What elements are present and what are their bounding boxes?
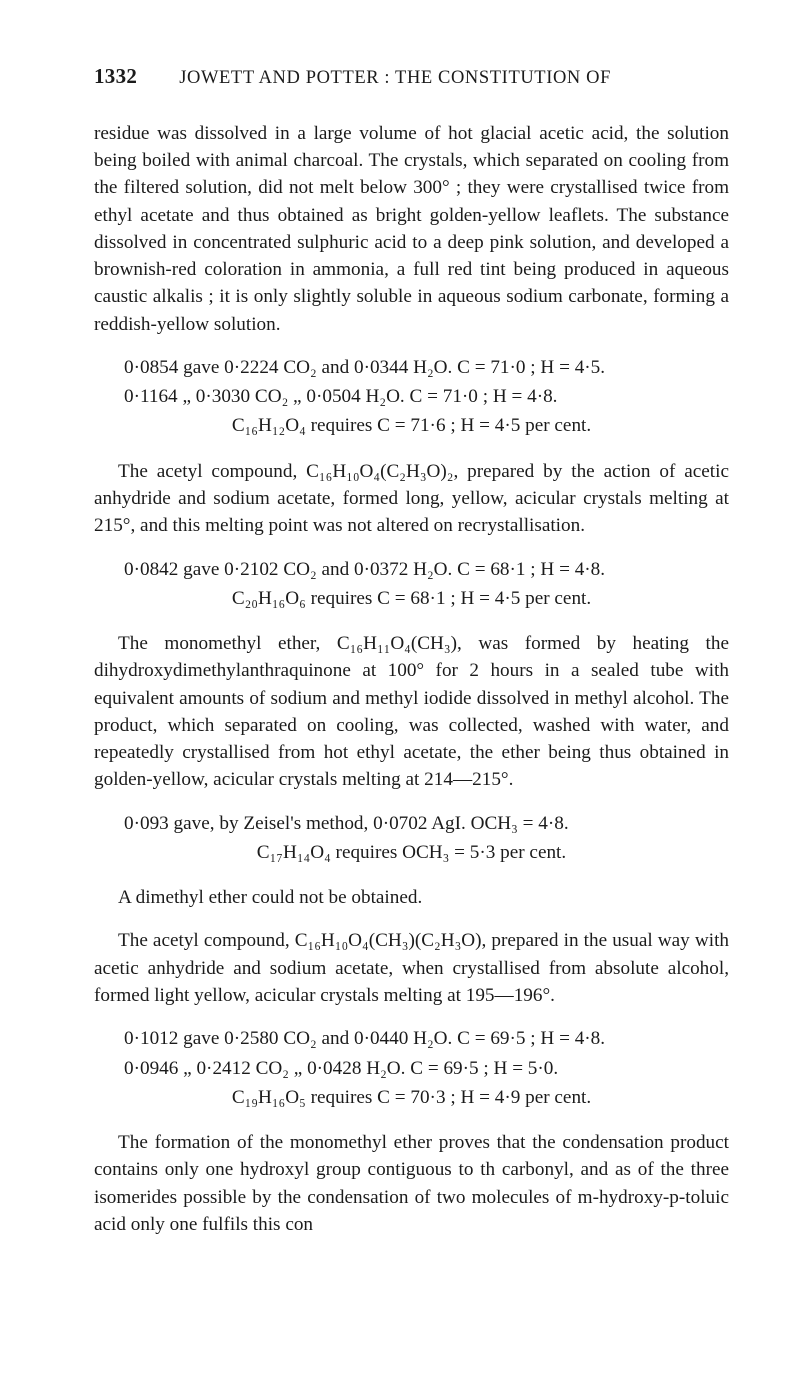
analysis-line: 0·0946 „ 0·2412 CO₂ „ 0·0428 H₂O. C = 69… [94, 1055, 729, 1082]
running-title: JOWETT AND POTTER : THE CONSTITUTION OF [179, 65, 611, 91]
paragraph-3: The monomethyl ether, C₁₆H₁₁O₄(CH₃), was… [94, 630, 729, 794]
analysis-line: C₁₇H₁₄O₄ requires OCH₃ = 5·3 per cent. [94, 839, 729, 866]
paragraph-4a: A dimethyl ether could not be obtained. [94, 884, 729, 911]
analysis-line: C₁₉H₁₆O₅ requires C = 70·3 ; H = 4·9 per… [94, 1084, 729, 1111]
page: 1332 JOWETT AND POTTER : THE CONSTITUTIO… [0, 0, 801, 1396]
analysis-line: 0·0842 gave 0·2102 CO₂ and 0·0372 H₂O. C… [94, 556, 729, 583]
page-number: 1332 [94, 62, 137, 92]
paragraph-2: The acetyl compound, C₁₆H₁₀O₄(C₂H₃O)₂, p… [94, 458, 729, 540]
analysis-block-2: 0·0842 gave 0·2102 CO₂ and 0·0372 H₂O. C… [94, 556, 729, 613]
analysis-line: 0·1012 gave 0·2580 CO₂ and 0·0440 H₂O. C… [94, 1025, 729, 1052]
paragraph-4b: The acetyl compound, C₁₆H₁₀O₄(CH₃)(C₂H₃O… [94, 927, 729, 1009]
page-header: 1332 JOWETT AND POTTER : THE CONSTITUTIO… [94, 62, 729, 92]
paragraph-5: The formation of the monomethyl ether pr… [94, 1129, 729, 1238]
analysis-line: 0·093 gave, by Zeisel's method, 0·0702 A… [94, 810, 729, 837]
analysis-block-4: 0·1012 gave 0·2580 CO₂ and 0·0440 H₂O. C… [94, 1025, 729, 1111]
analysis-line: C₁₆H₁₂O₄ requires C = 71·6 ; H = 4·5 per… [94, 412, 729, 439]
analysis-block-1: 0·0854 gave 0·2224 CO₂ and 0·0344 H₂O. C… [94, 354, 729, 440]
analysis-block-3: 0·093 gave, by Zeisel's method, 0·0702 A… [94, 810, 729, 867]
analysis-line: C₂₀H₁₆O₆ requires C = 68·1 ; H = 4·5 per… [94, 585, 729, 612]
analysis-line: 0·1164 „ 0·3030 CO₂ „ 0·0504 H₂O. C = 71… [94, 383, 729, 410]
paragraph-1: residue was dissolved in a large volume … [94, 120, 729, 338]
analysis-line: 0·0854 gave 0·2224 CO₂ and 0·0344 H₂O. C… [94, 354, 729, 381]
